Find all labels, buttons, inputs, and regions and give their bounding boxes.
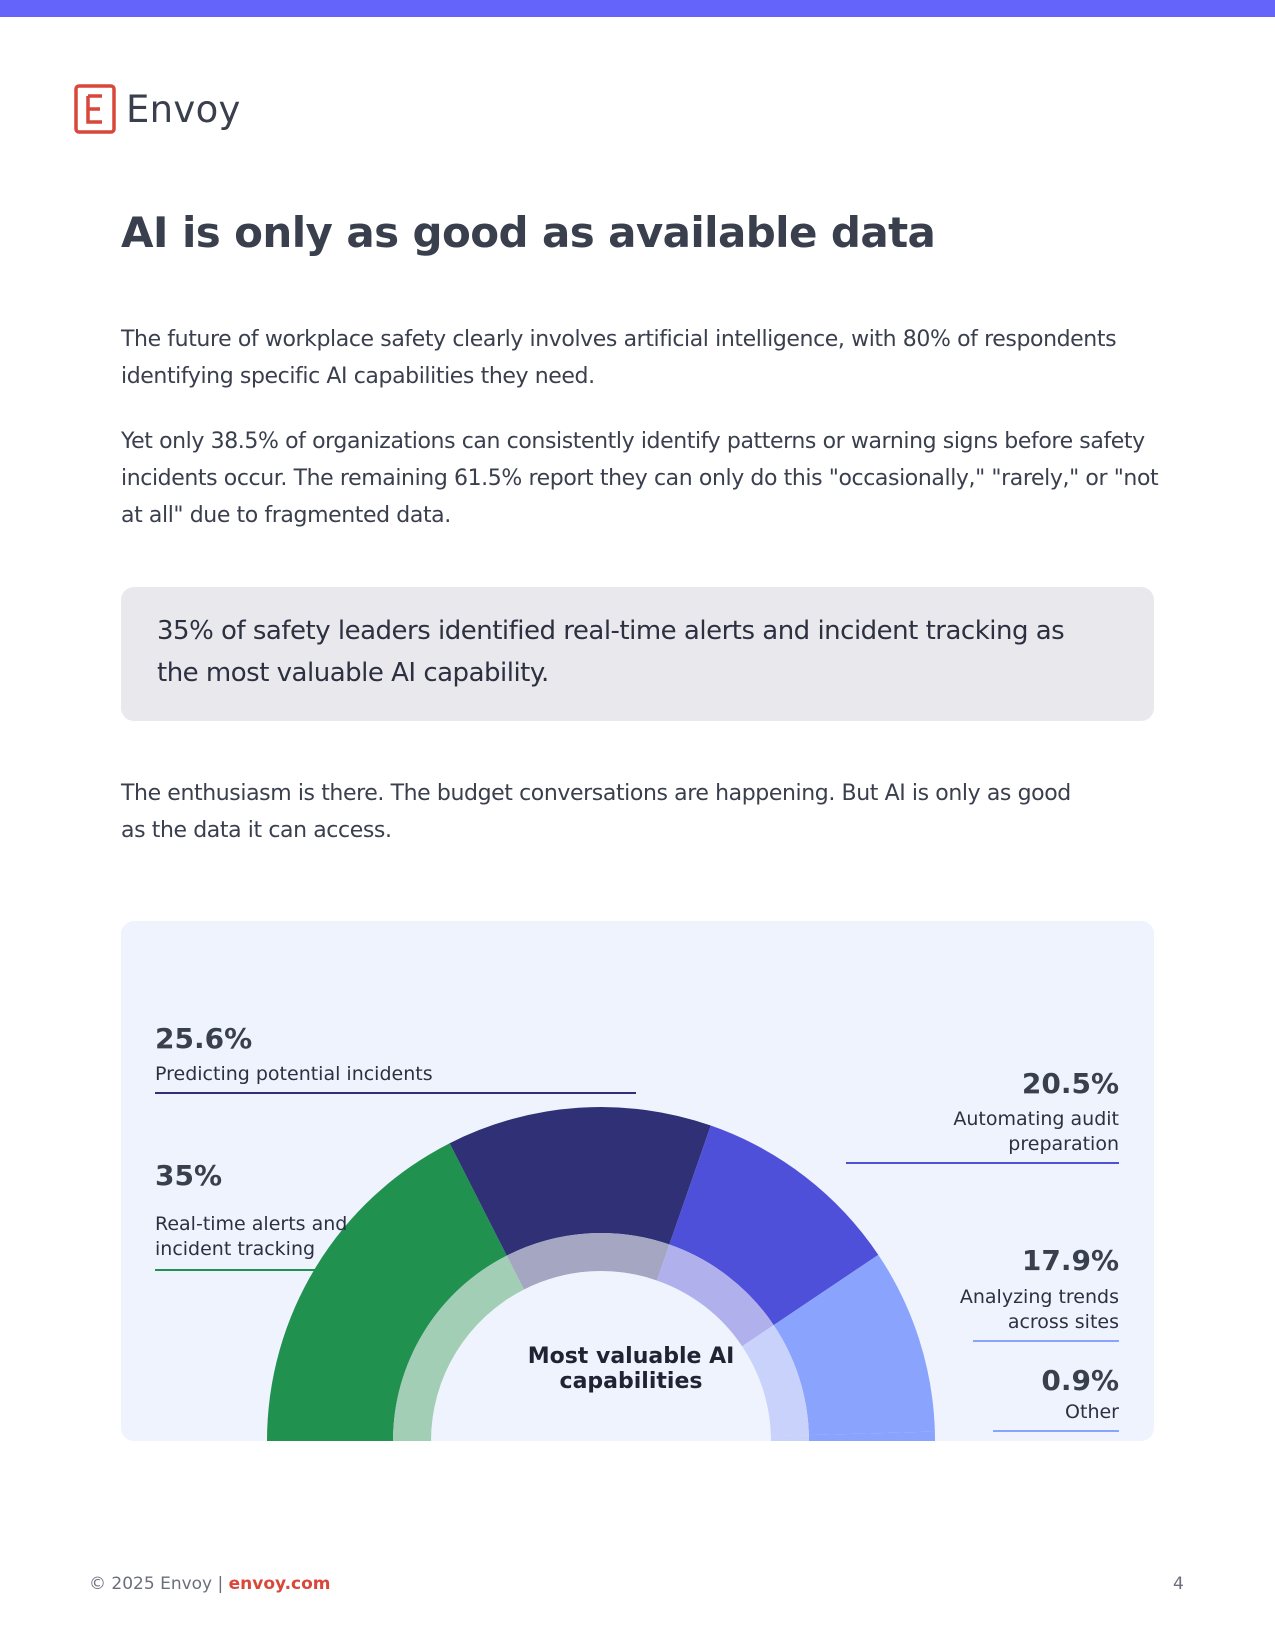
callout-line-1: 35% of safety leaders identified real-ti… xyxy=(157,616,1065,646)
trends-label-line-2: across sites xyxy=(1008,1311,1119,1333)
ai-capabilities-chart: 25.6% Predicting potential incidents 35%… xyxy=(121,921,1154,1441)
slice-outer-0 xyxy=(267,1143,507,1441)
real-time-label-line-1: Real-time alerts and xyxy=(155,1213,347,1235)
footer-link[interactable]: envoy.com xyxy=(228,1574,331,1594)
envoy-logo[interactable]: Envoy xyxy=(74,84,241,134)
trends-value: 17.9% xyxy=(1022,1244,1119,1277)
stat-callout: 35% of safety leaders identified real-ti… xyxy=(121,587,1154,721)
footer: © 2025 Envoy | envoy.com xyxy=(89,1574,331,1594)
slice-outer-3 xyxy=(773,1254,935,1436)
paragraph-pattern-identification: Yet only 38.5% of organizations can cons… xyxy=(121,429,1159,528)
brand-name: Envoy xyxy=(126,87,241,131)
automating-label-line-1: Automating audit xyxy=(953,1108,1119,1130)
center-title-line-2: capabilities xyxy=(560,1369,703,1394)
predicting-value: 25.6% xyxy=(155,1022,252,1055)
paragraph-ai-needs: The future of workplace safety clearly i… xyxy=(121,327,1117,389)
envoy-logo-icon xyxy=(74,84,116,134)
predicting-label: Predicting potential incidents xyxy=(155,1063,433,1085)
trends-label-line-1: Analyzing trends xyxy=(960,1286,1119,1308)
other-value: 0.9% xyxy=(1041,1364,1119,1397)
other-label: Other xyxy=(1065,1401,1119,1423)
automating-label-line-2: preparation xyxy=(1008,1133,1119,1155)
slice-inner-2 xyxy=(656,1244,774,1347)
slice-outer-1 xyxy=(449,1107,711,1256)
slice-outer-4 xyxy=(808,1431,936,1441)
slice-inner-4 xyxy=(770,1435,809,1441)
real-time-label-line-2: incident tracking xyxy=(155,1238,315,1260)
real-time-value: 35% xyxy=(155,1159,222,1192)
center-title-line-1: Most valuable AI xyxy=(528,1344,735,1369)
half-donut-chart: 25.6% Predicting potential incidents 35%… xyxy=(155,1022,1119,1441)
top-accent-bar xyxy=(0,0,1275,17)
page-title: AI is only as good as available data xyxy=(121,208,936,257)
callout-line-2: the most valuable AI capability. xyxy=(157,658,549,688)
slice-inner-1 xyxy=(506,1233,670,1290)
slice-inner-3 xyxy=(742,1325,809,1437)
slice-inner-0 xyxy=(393,1255,524,1441)
page-number: 4 xyxy=(1173,1574,1184,1594)
slice-outer-2 xyxy=(669,1125,879,1326)
paragraph-enthusiasm: The enthusiasm is there. The budget conv… xyxy=(121,781,1071,843)
automating-value: 20.5% xyxy=(1022,1067,1119,1100)
footer-copyright: © 2025 Envoy | xyxy=(89,1574,229,1594)
